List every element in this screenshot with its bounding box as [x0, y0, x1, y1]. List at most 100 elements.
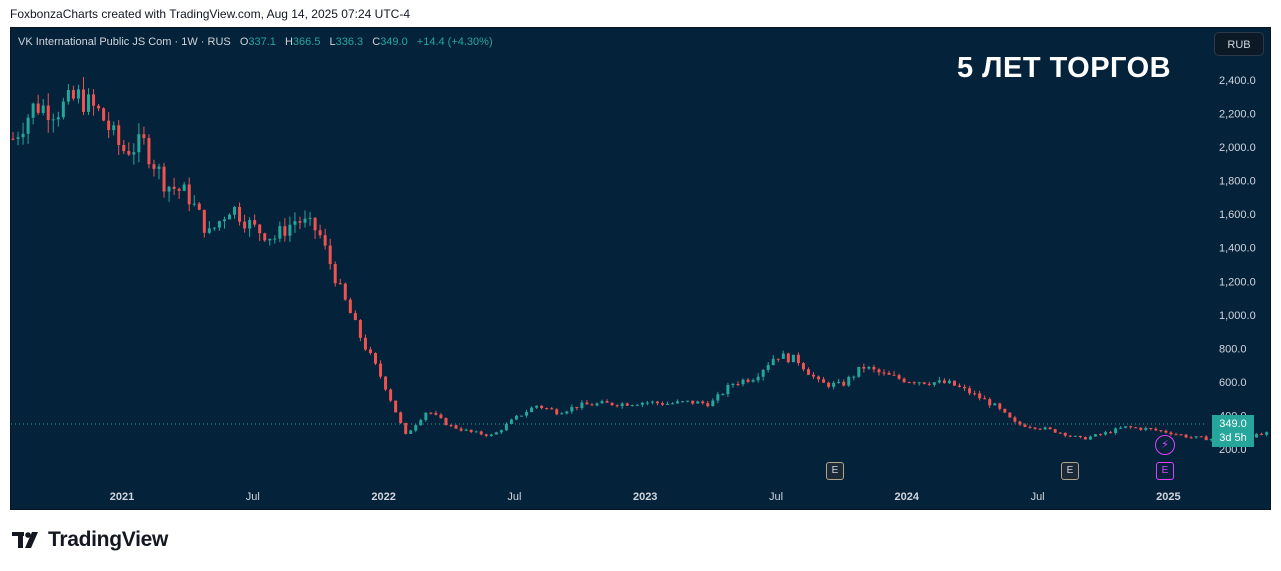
- candle-body: [197, 203, 201, 210]
- candle-body: [464, 429, 468, 431]
- candle-body: [353, 313, 357, 321]
- earnings-badge[interactable]: E: [1061, 462, 1079, 480]
- candle-body: [726, 385, 730, 395]
- time-axis-tick-label: Jul: [246, 491, 260, 503]
- bar-countdown: 3d 5h: [1219, 432, 1247, 444]
- candle-body: [645, 402, 649, 404]
- price-axis-tick-label: 800.0: [1219, 343, 1247, 355]
- candle-body: [741, 379, 745, 385]
- candle-body: [1129, 426, 1133, 428]
- candle-body: [781, 353, 785, 359]
- candle-body: [172, 186, 176, 189]
- candle-body: [1154, 428, 1158, 431]
- change-value: +14.4 (+4.30%): [416, 36, 493, 48]
- candle-body: [233, 206, 237, 215]
- candle-body: [389, 389, 393, 401]
- candle-body: [842, 381, 846, 386]
- price-axis-tick-label: 200.0: [1219, 444, 1247, 456]
- earnings-badge[interactable]: E: [826, 462, 844, 480]
- candle-body: [102, 108, 106, 121]
- candle-body: [560, 413, 564, 415]
- candle-body: [474, 431, 478, 433]
- candle-body: [1124, 426, 1128, 428]
- candle-body: [837, 381, 841, 383]
- candle-body: [454, 425, 458, 429]
- candle-body: [122, 145, 126, 152]
- price-axis-tick-label: 1,800.0: [1219, 176, 1256, 188]
- candle-body: [691, 400, 695, 404]
- candle-body: [31, 103, 35, 118]
- dividend-bolt-icon[interactable]: ⚡: [1155, 435, 1175, 455]
- candle-body: [1008, 412, 1012, 418]
- candle-body: [333, 264, 337, 284]
- candle-body: [625, 403, 629, 406]
- candle-body: [897, 375, 901, 379]
- candle-body: [660, 403, 664, 405]
- upcoming-earnings-badge[interactable]: E: [1156, 462, 1174, 480]
- candle-body: [424, 412, 428, 420]
- candle-body: [1068, 435, 1072, 437]
- time-axis-tick-label: Jul: [1031, 491, 1045, 503]
- currency-button[interactable]: RUB: [1214, 32, 1264, 56]
- candle-body: [414, 425, 418, 431]
- candle-body: [655, 401, 659, 404]
- candle-body: [796, 354, 800, 364]
- tradingview-wordmark: TradingView: [48, 528, 169, 551]
- candle-body: [1260, 433, 1264, 435]
- candle-body: [666, 403, 670, 405]
- high-value: 366.5: [292, 36, 321, 48]
- candle-body: [1164, 430, 1168, 433]
- tradingview-logo-icon: [12, 532, 38, 548]
- candle-body: [283, 226, 287, 236]
- candle-body: [298, 221, 302, 223]
- candlestick-chart[interactable]: 200.0400.0600.0800.01,000.01,200.01,400.…: [11, 28, 1270, 509]
- candle-body: [152, 164, 156, 169]
- candle-body: [1144, 428, 1148, 430]
- candle-body: [1204, 436, 1208, 441]
- candle-body: [288, 224, 292, 236]
- candle-body: [439, 414, 443, 418]
- candle-body: [1063, 432, 1067, 436]
- last-price-value: 349.0: [1219, 418, 1247, 430]
- candle-body: [640, 402, 644, 405]
- price-axis-tick-label: 600.0: [1219, 377, 1247, 389]
- candle-body: [761, 369, 765, 377]
- chart-area[interactable]: 200.0400.0600.0800.01,000.01,200.01,400.…: [10, 27, 1271, 510]
- candle-body: [117, 125, 121, 146]
- candle-body: [1003, 408, 1007, 413]
- candle-body: [1038, 428, 1042, 430]
- candle-body: [66, 90, 70, 102]
- candle-body: [1043, 427, 1047, 430]
- tradingview-logo[interactable]: TradingView: [12, 528, 168, 552]
- candle-body: [932, 382, 936, 385]
- candle-body: [363, 337, 367, 350]
- candle-body: [786, 353, 790, 363]
- candle-body: [514, 415, 518, 420]
- candle-body: [273, 238, 277, 240]
- candle-body: [358, 320, 362, 338]
- candle-body: [87, 94, 91, 112]
- candle-body: [127, 151, 131, 155]
- candle-body: [1189, 437, 1193, 439]
- candle-body: [51, 119, 55, 121]
- candle-body: [947, 380, 951, 384]
- candle-body: [182, 184, 186, 191]
- candle-body: [565, 411, 569, 414]
- candle-body: [1265, 432, 1269, 435]
- symbol-name: VK International Public JS Com · 1W · RU…: [18, 36, 231, 48]
- candle-body: [303, 218, 307, 223]
- candle-body: [1023, 424, 1027, 427]
- candle-body: [227, 214, 231, 220]
- candle-body: [1134, 427, 1138, 429]
- candle-body: [963, 386, 967, 389]
- candle-body: [399, 412, 403, 423]
- candle-body: [857, 366, 861, 377]
- candle-body: [1058, 432, 1062, 434]
- candle-body: [409, 430, 413, 434]
- candle-body: [348, 299, 352, 314]
- candle-body: [912, 382, 916, 384]
- candle-body: [983, 398, 987, 400]
- candle-body: [887, 372, 891, 375]
- candle-body: [238, 206, 242, 222]
- candle-body: [973, 393, 977, 395]
